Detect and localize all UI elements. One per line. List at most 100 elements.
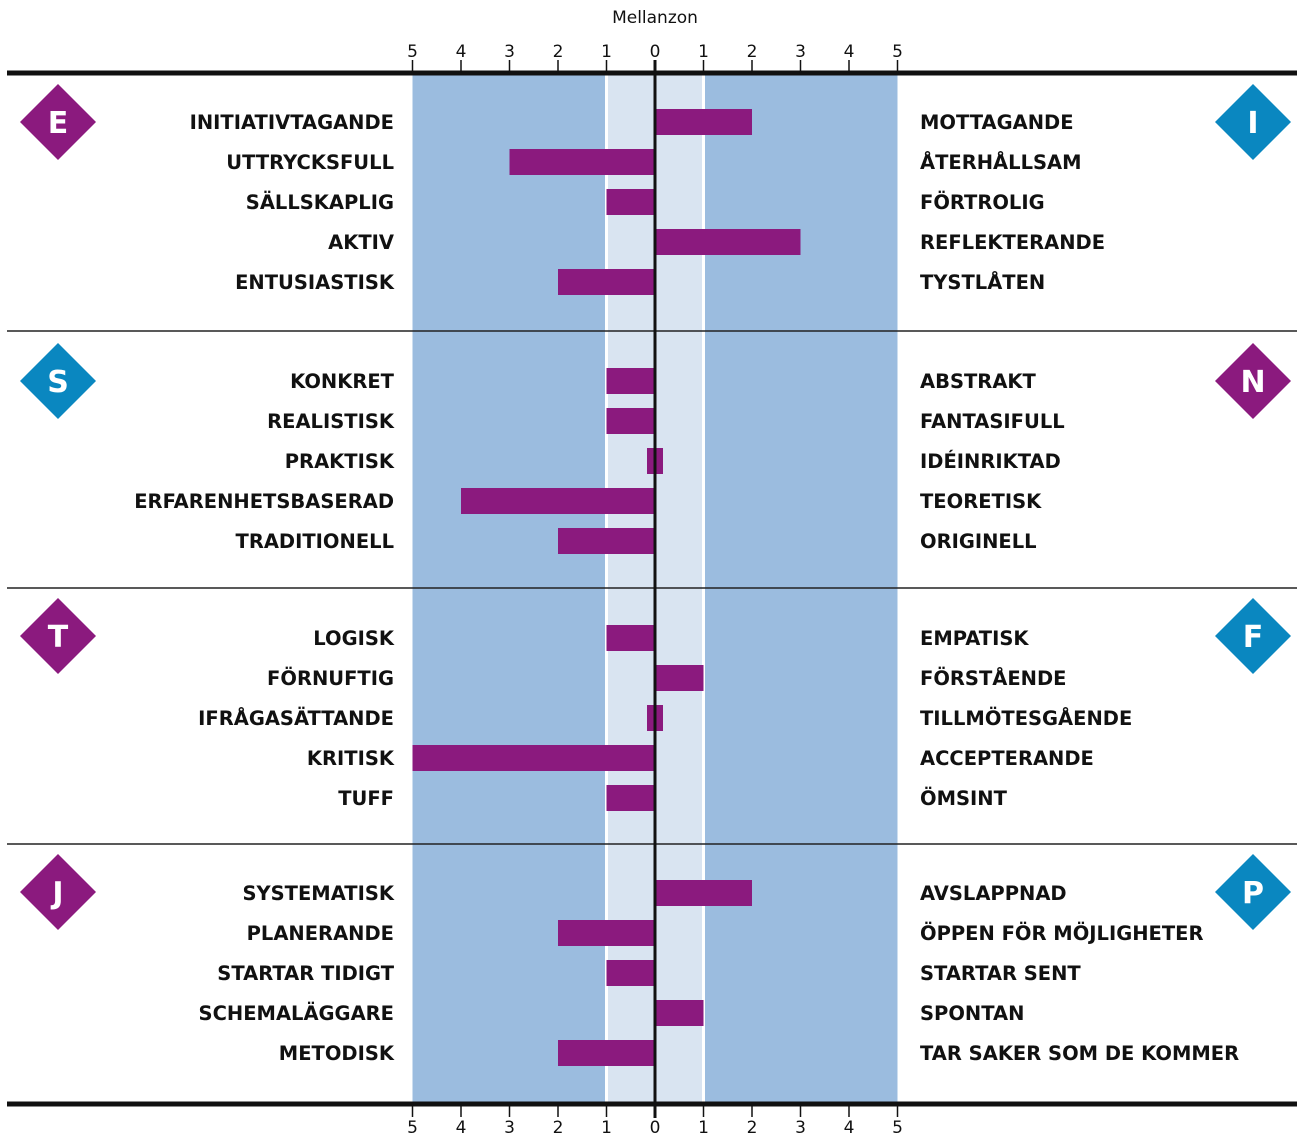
badge-letter: J [50, 876, 63, 911]
badge-letter: F [1243, 620, 1264, 655]
diamond-icon [20, 84, 96, 160]
row-labels: INITIATIVTAGANDE MOTTAGANDE UTTRYCKSFULL ÅT… [134, 111, 1239, 1065]
right-trait-label: ÖPPEN FÖR MÖJLIGHETER [920, 921, 1204, 945]
left-trait-label: SYSTEMATISK [242, 882, 394, 905]
right-trait-label: ACCEPTERANDE [920, 747, 1094, 770]
left-type-badge-s: S [20, 343, 96, 419]
right-type-badge-p: P [1215, 854, 1291, 930]
bar-kritisk [412, 745, 655, 771]
left-trait-label: PLANERANDE [247, 922, 394, 945]
left-trait-label: TUFF [338, 787, 394, 810]
bar-startar-tidigt [606, 960, 655, 986]
badge-letter: T [48, 620, 69, 655]
tick-label-top: 3 [795, 42, 806, 62]
left-trait-label: REALISTISK [267, 410, 395, 433]
tick-label-top: 4 [844, 42, 855, 62]
bar-schemaläggare [655, 1000, 704, 1026]
tick-label-top: 3 [504, 42, 515, 62]
zone-title: Mellanzon [612, 8, 698, 28]
right-trait-label: FÖRSTÅENDE [920, 666, 1067, 690]
bar-entusiastisk [558, 269, 655, 295]
right-trait-label: FANTASIFULL [920, 410, 1065, 433]
tick-label-top: 5 [407, 42, 418, 62]
tick-label-top: 2 [747, 42, 758, 62]
bar-erfarenhetsbaserad [461, 488, 655, 514]
top-tick-labels: 5 4 3 2 1 0 1 2 3 4 5 [407, 42, 903, 62]
bar-traditionell [558, 528, 655, 554]
right-trait-label: AVSLAPPNAD [920, 882, 1067, 905]
bar-logisk [606, 625, 655, 651]
left-trait-label: AKTIV [328, 231, 394, 254]
bar-uttrycksfull [509, 149, 655, 175]
left-trait-label: FÖRNUFTIG [267, 666, 394, 690]
tick-label-bottom: 0 [650, 1118, 661, 1135]
right-trait-label: TAR SAKER SOM DE KOMMER [920, 1042, 1239, 1065]
left-trait-label: TRADITIONELL [236, 530, 394, 553]
right-type-badge-f: F [1215, 598, 1291, 674]
left-type-badge-j: J [20, 854, 96, 930]
left-trait-label: ENTUSIASTISK [235, 271, 395, 294]
left-trait-label: UTTRYCKSFULL [226, 151, 394, 174]
axis: Mellanzon [411, 8, 899, 1118]
bar-förnuftig [655, 665, 704, 691]
bottom-tick-labels: 5 4 3 2 1 0 1 2 3 4 5 [407, 1118, 903, 1135]
bar-systematisk [655, 880, 752, 906]
top-rule [7, 70, 1297, 76]
tick-label-bottom: 5 [407, 1118, 418, 1135]
tick-label-bottom: 2 [747, 1118, 758, 1135]
bar-metodisk [558, 1040, 655, 1066]
bar-planerande [558, 920, 655, 946]
tick-label-top: 2 [553, 42, 564, 62]
right-type-badge-n: N [1215, 343, 1291, 419]
tick-label-bottom: 5 [892, 1118, 903, 1135]
right-trait-label: IDÉINRIKTAD [920, 450, 1061, 473]
bar-initiativtagande [655, 109, 752, 135]
tick-label-bottom: 4 [844, 1118, 855, 1135]
tick-label-top: 5 [892, 42, 903, 62]
tick-label-bottom: 3 [795, 1118, 806, 1135]
tick-label-top: 1 [698, 42, 709, 62]
bar-tuff [606, 785, 655, 811]
right-trait-label: TILLMÖTESGÅENDE [920, 706, 1132, 730]
left-trait-label: LOGISK [313, 627, 395, 650]
left-trait-label: IFRÅGASÄTTANDE [198, 706, 394, 730]
type-badges: E I S N T F J P [20, 84, 1291, 930]
left-type-badge-e: E [20, 84, 96, 160]
bar-konkret [606, 368, 655, 394]
right-trait-label: FÖRTROLIG [920, 190, 1045, 214]
left-trait-label: ERFARENHETSBASERAD [134, 490, 394, 513]
bar-aktiv [655, 229, 801, 255]
left-trait-label: PRAKTISK [285, 450, 395, 473]
diamond-icon [20, 854, 96, 930]
tick-label-bottom: 1 [601, 1118, 612, 1135]
tick-label-top: 0 [650, 42, 661, 62]
right-trait-label: EMPATISK [920, 627, 1029, 650]
right-trait-label: ÖMSINT [920, 786, 1008, 810]
left-trait-label: SÄLLSKAPLIG [246, 190, 394, 214]
bar-sällskaplig [606, 189, 655, 215]
tick-label-bottom: 4 [456, 1118, 467, 1135]
left-trait-label: INITIATIVTAGANDE [190, 111, 394, 134]
left-type-badge-t: T [20, 598, 96, 674]
badge-letter: N [1240, 365, 1265, 400]
bar-realistisk [606, 408, 655, 434]
right-trait-label: ORIGINELL [920, 530, 1037, 553]
right-trait-label: REFLEKTERANDE [920, 231, 1105, 254]
tick-label-bottom: 1 [698, 1118, 709, 1135]
diamond-icon [1215, 854, 1291, 930]
bottom-rule [7, 1101, 1297, 1107]
right-trait-label: SPONTAN [920, 1002, 1024, 1025]
right-trait-label: ÅTERHÅLLSAM [920, 150, 1082, 174]
right-trait-label: MOTTAGANDE [920, 111, 1074, 134]
tick-label-bottom: 3 [504, 1118, 515, 1135]
left-trait-label: SCHEMALÄGGARE [199, 1001, 394, 1025]
right-type-badge-i: I [1215, 84, 1291, 160]
group-separators [7, 70, 1297, 1107]
right-trait-label: TEORETISK [920, 490, 1042, 513]
tick-label-top: 1 [601, 42, 612, 62]
diamond-icon [1215, 84, 1291, 160]
left-trait-label: METODISK [279, 1042, 395, 1065]
bars [412, 109, 801, 1066]
tick-label-top: 4 [456, 42, 467, 62]
